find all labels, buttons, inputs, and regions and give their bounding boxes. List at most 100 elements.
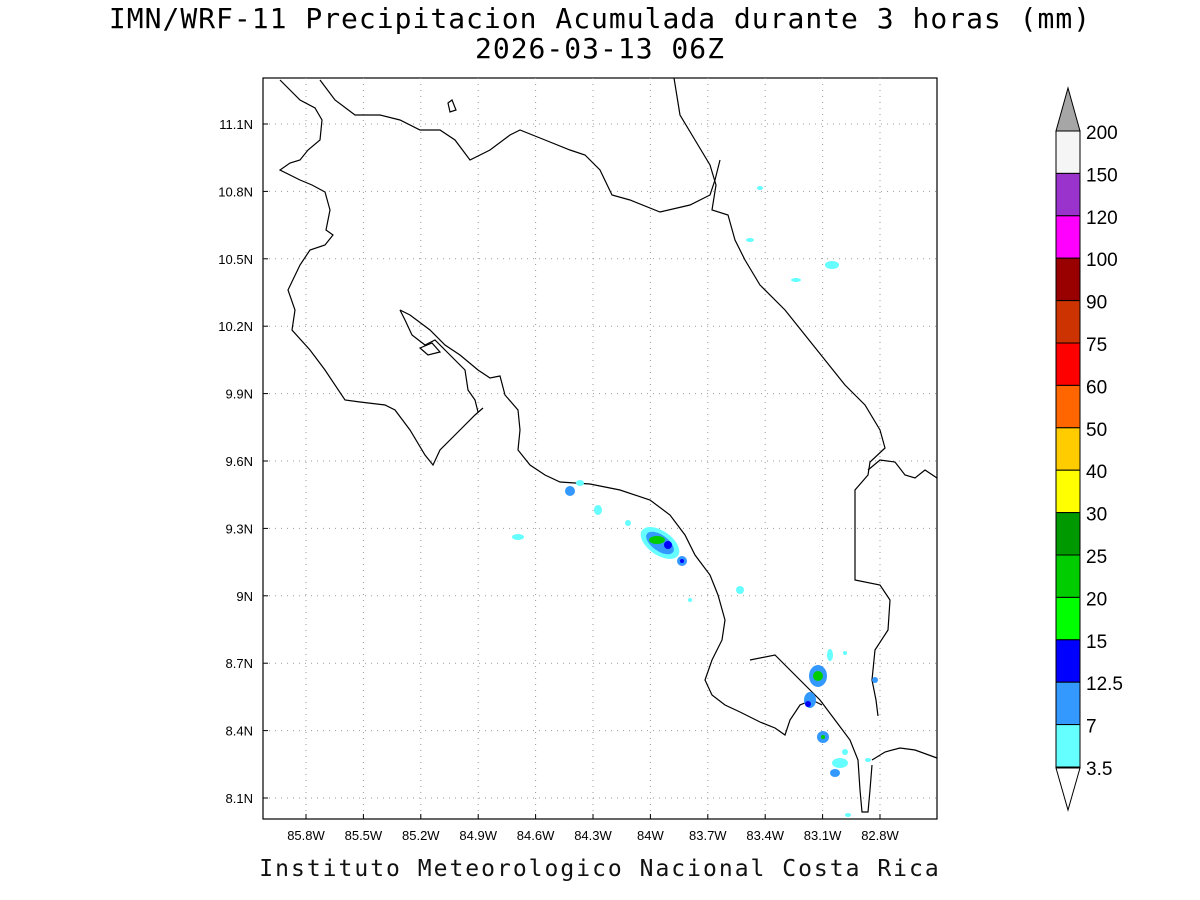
precip-cell (594, 505, 602, 515)
precipitation-areas (512, 186, 878, 817)
precip-cell (512, 534, 524, 540)
precip-cell (872, 677, 878, 683)
colorbar-label: 75 (1086, 335, 1107, 356)
precip-cell (805, 701, 811, 707)
precip-cell (845, 813, 851, 817)
colorbar-label: 20 (1086, 589, 1107, 610)
precip-cell (757, 186, 763, 190)
panama-border (867, 459, 938, 479)
precip-cell (827, 649, 833, 661)
colorbar-swatch (1055, 215, 1081, 259)
precip-cell (843, 651, 847, 655)
longitude-label: 83.1W (804, 828, 842, 843)
colorbar-label: 60 (1086, 377, 1107, 398)
colorbar-swatch (1055, 342, 1081, 386)
latitude-label: 10.5N (218, 252, 253, 267)
precip-cell (625, 520, 631, 526)
longitude-label: 84.3W (574, 828, 612, 843)
colorbar-label: 90 (1086, 293, 1107, 314)
colorbar-label: 25 (1086, 547, 1107, 568)
longitude-label: 82.8W (861, 828, 899, 843)
precip-cell (649, 536, 665, 544)
colorbar-bottom-cap (1055, 767, 1081, 812)
panama-coast (871, 747, 938, 761)
colorbar-top-cap (1055, 86, 1081, 132)
grid-lines (263, 78, 937, 819)
colorbar-swatch (1055, 639, 1081, 683)
colorbar-swatch (1055, 130, 1081, 174)
chart-title: IMN/WRF-11 Precipitacion Acumulada duran… (108, 2, 1092, 35)
precip-cell (736, 586, 744, 594)
colorbar-label: 200 (1086, 123, 1118, 144)
chart-subtitle-date: 2026-03-13 06Z (474, 32, 725, 65)
precip-cell (791, 278, 801, 282)
colorbar-label: 150 (1086, 165, 1118, 186)
colorbar-label: 12.5 (1086, 674, 1123, 695)
nicoya-inner-coast (399, 309, 479, 413)
latitude-label: 9.6N (226, 454, 253, 469)
colorbar-swatch (1055, 554, 1081, 598)
colorbar-swatch (1055, 596, 1081, 641)
latitude-label: 11.1N (219, 117, 253, 132)
colorbar-swatch (1055, 469, 1081, 514)
osa-peninsula (749, 654, 873, 813)
latitude-label: 10.2N (218, 319, 253, 334)
latitude-label: 9N (236, 589, 253, 604)
latitude-label: 9.9N (226, 387, 253, 402)
colorbar-swatch (1055, 384, 1081, 429)
precip-cell (832, 758, 848, 768)
precip-cell (813, 671, 823, 681)
longitude-label: 84W (637, 828, 664, 843)
colorbar-swatch (1055, 300, 1081, 344)
longitude-label: 85.8W (287, 828, 325, 843)
latitude-label: 8.7N (226, 656, 253, 671)
longitude-label: 84.6W (517, 828, 555, 843)
colorbar-labels: 200 150 120 100 90 75 60 50 40 30 25 20 15 12.5 7 3.5 (1086, 123, 1123, 780)
caribbean-coast (673, 77, 891, 717)
precip-cell (680, 559, 684, 563)
map-frame (262, 77, 938, 820)
colorbar-label: 30 (1086, 505, 1107, 526)
coastlines (278, 77, 938, 813)
latitude-label: 8.4N (226, 724, 253, 739)
longitude-label: 84.9W (459, 828, 497, 843)
longitude-labels: 85.8W 85.5W 85.2W 84.9W 84.6W 84.3W 84W 83.7W 83… (287, 814, 900, 843)
precip-cell (830, 769, 840, 777)
precip-cell (825, 261, 839, 269)
colorbar-swatch (1055, 512, 1081, 556)
colorbar-swatch (1055, 427, 1081, 471)
latitude-label: 10.8N (218, 184, 253, 199)
gulf-coast (399, 309, 823, 736)
latitude-label: 8.1N (226, 791, 253, 806)
longitude-label: 85.5W (345, 828, 383, 843)
colorbar-label: 7 (1086, 717, 1097, 738)
longitude-label: 83.7W (689, 828, 727, 843)
colorbar-swatch (1055, 724, 1081, 768)
precip-cell (842, 749, 848, 755)
precip-cell (688, 598, 692, 602)
latitude-labels: 11.1N 10.8N 10.5N 10.2N 9.9N 9.6N 9.3N 9N 8.7N 8.… (218, 117, 268, 806)
colorbar-label: 15 (1086, 632, 1107, 653)
colorbar-label: 120 (1086, 208, 1118, 229)
longitude-label: 85.2W (402, 828, 440, 843)
colorbar-swatch (1055, 257, 1081, 302)
precip-cell (865, 758, 871, 762)
island-marker (447, 99, 457, 113)
colorbar-label: 100 (1086, 250, 1118, 271)
colorbar-swatches (1055, 130, 1081, 768)
precip-cell (565, 486, 575, 496)
precip-cell (821, 735, 825, 739)
lake-islands (418, 342, 442, 356)
colorbar: 200 150 120 100 90 75 60 50 40 30 25 20 15 12.5 7 3.5 (1055, 86, 1123, 812)
precip-cell (576, 480, 584, 486)
precip-cell (746, 238, 754, 242)
footer-credit: Instituto Meteorologico Nacional Costa R… (259, 856, 941, 882)
colorbar-swatch (1055, 172, 1081, 217)
colorbar-label: 3.5 (1086, 759, 1112, 780)
nicaragua-border-coast (278, 79, 484, 467)
colorbar-swatch (1055, 681, 1081, 726)
lake-nicaragua-shore (319, 79, 721, 213)
longitude-label: 83.4W (746, 828, 784, 843)
latitude-label: 9.3N (226, 521, 253, 536)
